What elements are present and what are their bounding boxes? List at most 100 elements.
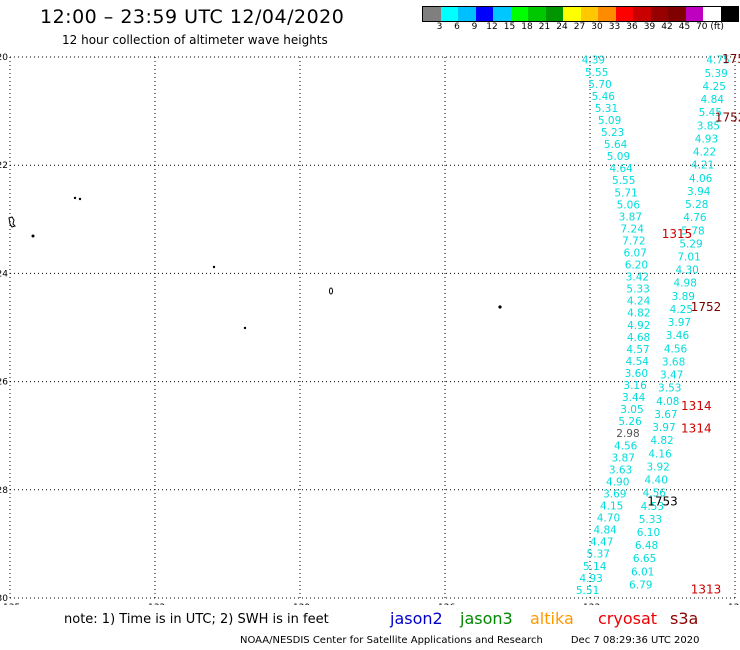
swh-value: 4.56 bbox=[664, 343, 688, 355]
lat-tick-label: -28 bbox=[0, 486, 8, 496]
swh-value: 4.08 bbox=[656, 396, 679, 408]
lon-tick-label: -123 bbox=[580, 603, 600, 605]
swh-value: 5.64 bbox=[604, 139, 628, 151]
swh-value: 4.40 bbox=[645, 475, 668, 487]
legend-jason2: jason2 bbox=[390, 609, 443, 628]
pass-time-labels: 1752 1752 1315 1752 1314 1314 1753 1313 bbox=[647, 52, 740, 596]
scale-swatch bbox=[423, 7, 441, 21]
swh-value: 5.45 bbox=[699, 107, 722, 119]
swh-value: 4.84 bbox=[593, 525, 617, 537]
swh-value: 3.68 bbox=[662, 356, 685, 368]
pass-time-label: 1752 bbox=[722, 52, 740, 66]
swh-value: 4.57 bbox=[626, 344, 649, 356]
scale-swatch bbox=[475, 7, 493, 21]
swh-value: 4.22 bbox=[693, 147, 716, 159]
swh-value: 2.98 bbox=[616, 428, 639, 440]
swh-value: 3.60 bbox=[625, 368, 648, 380]
scale-label: 70 (ft) bbox=[696, 22, 724, 32]
swh-value: 4.30 bbox=[675, 265, 698, 277]
swh-value: 6.01 bbox=[631, 566, 654, 578]
scale-swatch bbox=[633, 7, 651, 21]
graticule bbox=[9, 56, 736, 599]
swh-value: 4.93 bbox=[579, 573, 602, 585]
island-outline bbox=[329, 287, 333, 295]
swh-value: 3.63 bbox=[609, 464, 632, 476]
scale-swatch bbox=[528, 7, 546, 21]
scale-label: 45 bbox=[678, 22, 691, 32]
island-dot bbox=[243, 326, 247, 330]
altimeter-tracks: 4.395.555.705.465.315.095.235.645.094.64… bbox=[576, 55, 730, 597]
scale-swatch bbox=[458, 7, 476, 21]
pass-time-label: 1315 bbox=[662, 227, 693, 241]
swh-value: 4.21 bbox=[691, 160, 714, 172]
swh-value: 5.37 bbox=[587, 549, 610, 561]
legend-altika: altika bbox=[530, 609, 574, 628]
scale-swatch bbox=[440, 7, 458, 21]
swh-value: 3.69 bbox=[603, 488, 626, 500]
swh-value: 5.31 bbox=[595, 103, 618, 115]
scale-label: 12 bbox=[486, 22, 498, 32]
swh-value: 4.98 bbox=[674, 278, 697, 290]
legend-jason3: jason3 bbox=[460, 609, 513, 628]
swh-value: 5.39 bbox=[704, 68, 727, 80]
swh-value: 4.84 bbox=[701, 94, 725, 106]
swh-value: 4.90 bbox=[606, 476, 629, 488]
scale-swatch bbox=[545, 7, 563, 21]
lon-tick-label: -120 bbox=[725, 603, 740, 605]
swh-value: 4.24 bbox=[627, 296, 651, 308]
island-outline bbox=[8, 216, 16, 228]
swh-value: 7.01 bbox=[677, 251, 700, 263]
swh-value: 4.75 bbox=[706, 55, 729, 67]
swh-value: 5.26 bbox=[618, 416, 642, 428]
map-plot: -20 -22 -24 -26 -28 -30-135 -132 -129 -126 -123 -1… bbox=[0, 52, 740, 605]
swh-value: 4.56 bbox=[614, 440, 638, 452]
swh-value: 4.64 bbox=[609, 163, 633, 175]
map-subtitle: 12 hour collection of altimeter wave hei… bbox=[62, 33, 328, 47]
color-scale-labels: 3 6 9 12 15 18 21 24 27 30 33 36 39 42 45 70 (ft) bbox=[422, 22, 740, 34]
swh-value: 5.33 bbox=[639, 514, 662, 526]
swh-value: 3.85 bbox=[697, 120, 720, 132]
legend-cryosat: cryosat bbox=[598, 609, 658, 628]
lon-tick-label: -126 bbox=[435, 603, 456, 605]
scale-label: 9 bbox=[471, 22, 478, 32]
color-scale-bar bbox=[422, 6, 739, 22]
scale-label: 36 bbox=[626, 22, 638, 32]
swh-value: 4.92 bbox=[627, 320, 650, 332]
pass-time-label: 1314 bbox=[681, 399, 712, 413]
scale-label: 39 bbox=[643, 22, 656, 32]
lon-tick-label: -135 bbox=[0, 603, 20, 605]
lon-tick-label: -132 bbox=[145, 603, 165, 605]
swh-value: 3.97 bbox=[668, 317, 691, 329]
scale-swatch bbox=[685, 7, 703, 21]
swh-value: 5.29 bbox=[679, 238, 702, 250]
scale-swatch bbox=[668, 7, 686, 21]
scale-swatch bbox=[563, 7, 581, 21]
island-dot bbox=[73, 196, 77, 200]
swh-value: 6.07 bbox=[624, 247, 647, 259]
island-dot bbox=[498, 305, 502, 309]
swh-value: 3.16 bbox=[623, 380, 647, 392]
swh-value: 5.46 bbox=[592, 91, 616, 103]
scale-label: 42 bbox=[661, 22, 673, 32]
swh-value: 3.94 bbox=[687, 186, 711, 198]
swh-value: 6.20 bbox=[625, 260, 648, 272]
swh-value: 4.39 bbox=[582, 55, 605, 67]
pass-time-label: 1752 bbox=[715, 111, 740, 125]
islands bbox=[8, 196, 502, 330]
swh-value: 3.44 bbox=[622, 392, 646, 404]
scale-label: 18 bbox=[521, 22, 533, 32]
lat-tick-label: -26 bbox=[0, 378, 8, 388]
swh-value: 3.89 bbox=[672, 291, 695, 303]
island-dot bbox=[31, 234, 35, 238]
swh-value: 3.47 bbox=[660, 370, 683, 382]
scale-swatch bbox=[703, 7, 721, 21]
scale-label: 33 bbox=[608, 22, 621, 32]
swh-value: 5.33 bbox=[626, 284, 649, 296]
scale-swatch bbox=[510, 7, 528, 21]
scale-swatch bbox=[493, 7, 511, 21]
swh-value: 5.09 bbox=[598, 115, 621, 127]
note-text: note: 1) Time is in UTC; 2) SWH is in fe… bbox=[64, 612, 329, 627]
swh-value: 7.72 bbox=[622, 235, 645, 247]
swh-value: 4.25 bbox=[703, 81, 726, 93]
